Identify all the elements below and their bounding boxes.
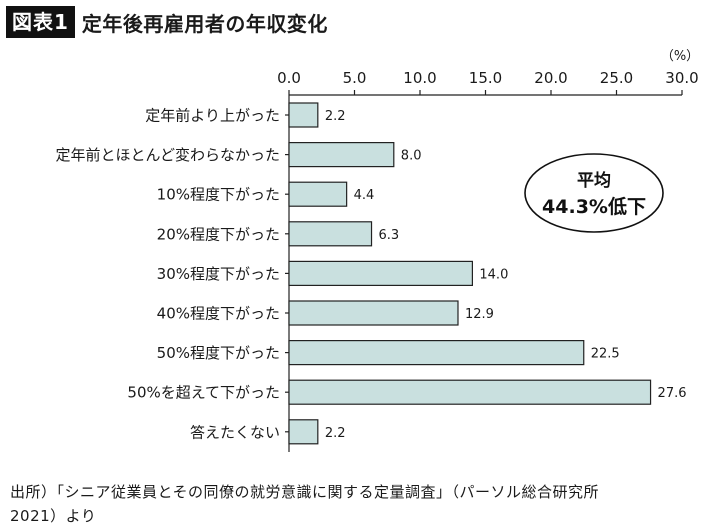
x-tick-label: 5.0 bbox=[343, 69, 367, 87]
category-label: 40%程度下がった bbox=[157, 305, 280, 323]
value-label: 12.9 bbox=[465, 307, 494, 322]
category-label: 答えたくない bbox=[190, 423, 280, 441]
annotation-line2: 44.3%低下 bbox=[542, 195, 646, 218]
chart-title: 定年後再雇用者の年収変化 bbox=[81, 11, 328, 36]
value-label: 2.2 bbox=[325, 109, 346, 124]
category-label: 20%程度下がった bbox=[157, 225, 280, 243]
category-label: 50%程度下がった bbox=[157, 344, 280, 362]
x-tick-label: 30.0 bbox=[665, 69, 698, 87]
tick-labels: 0.0 5.0 10.0 15.0 20.0 25.0 30.0 bbox=[277, 69, 699, 87]
bars bbox=[288, 102, 652, 445]
category-label: 30%程度下がった bbox=[157, 265, 280, 283]
category-label: 50%を超えて下がった bbox=[127, 384, 280, 402]
source-note: 出所）「シニア従業員とその同僚の就労意識に関する定量調査」（パーソル総合研究所 … bbox=[10, 480, 599, 528]
bar bbox=[288, 340, 585, 366]
bar bbox=[288, 142, 395, 168]
value-label: 8.0 bbox=[401, 149, 422, 164]
bar bbox=[288, 300, 459, 326]
x-tick-label: 25.0 bbox=[600, 69, 633, 87]
value-label: 22.5 bbox=[591, 347, 620, 362]
x-tick-label: 15.0 bbox=[469, 69, 502, 87]
bar bbox=[288, 102, 319, 128]
bar bbox=[288, 221, 373, 247]
x-tick-label: 20.0 bbox=[534, 69, 567, 87]
x-tick-label: 0.0 bbox=[277, 69, 301, 87]
bar bbox=[288, 260, 473, 286]
annotation-bubble bbox=[524, 153, 664, 233]
category-label: 定年前とほとんど変わらなかった bbox=[55, 146, 280, 164]
average-annotation: 平均 44.3%低下 bbox=[524, 153, 664, 233]
value-label: 2.2 bbox=[325, 426, 346, 441]
value-label: 27.6 bbox=[658, 386, 687, 401]
source-line-1: 出所）「シニア従業員とその同僚の就労意識に関する定量調査」（パーソル総合研究所 bbox=[10, 483, 600, 501]
bar bbox=[288, 419, 319, 445]
annotation-line1: 平均 bbox=[577, 170, 611, 191]
category-label: 定年前より上がった bbox=[145, 107, 280, 125]
bar bbox=[288, 181, 348, 207]
unit-label: （%） bbox=[661, 49, 699, 64]
value-labels: 2.2 8.0 4.4 6.3 14.0 12.9 22.5 27.6 2.2 bbox=[325, 109, 687, 441]
value-label: 4.4 bbox=[354, 188, 375, 203]
value-label: 6.3 bbox=[379, 228, 400, 243]
figure-badge: 図表1 bbox=[6, 6, 75, 38]
category-label: 10%程度下がった bbox=[157, 186, 280, 204]
value-label: 14.0 bbox=[479, 267, 508, 282]
bar bbox=[288, 379, 652, 405]
source-line-2: 2021）より bbox=[10, 507, 97, 525]
bar-chart: （%） 0.0 5.0 10.0 15.0 20.0 25.0 30.0 定年前より上がった… bbox=[55, 49, 699, 452]
x-tick-label: 10.0 bbox=[403, 69, 436, 87]
header: 図表1 定年後再雇用者の年収変化 bbox=[6, 6, 328, 38]
